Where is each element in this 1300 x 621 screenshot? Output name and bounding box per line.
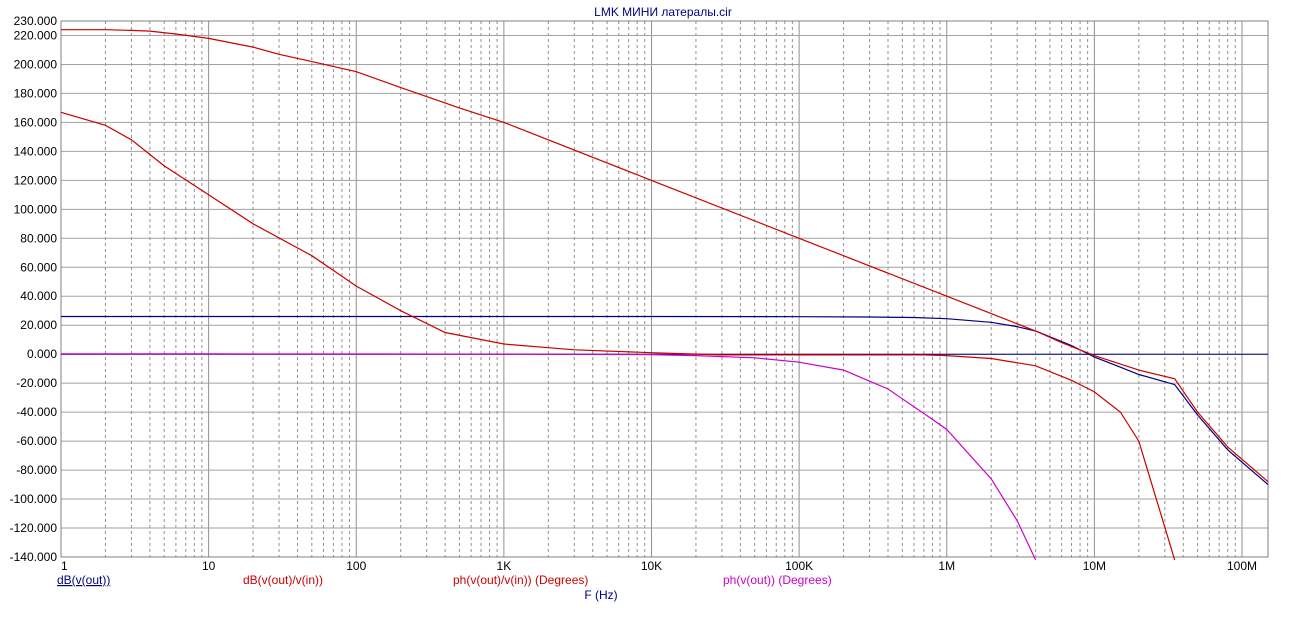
x-tick-labels: 1 10 100 1K 10K 100K 1M 10M 100M: [61, 559, 1257, 573]
y-tick-label: 230.000: [14, 14, 58, 28]
y-tick-label: 220.000: [14, 28, 58, 42]
plot-frame: [60, 20, 1269, 558]
grid-minor: [104, 21, 1236, 557]
y-tick-label: -40.000: [16, 405, 57, 419]
y-tick-label: -20.000: [16, 376, 57, 390]
y-tick-label: -60.000: [16, 434, 57, 448]
y-tick-label: 60.000: [20, 260, 57, 274]
x-tick-label: 10K: [641, 559, 662, 573]
y-tick-label: 200.000: [14, 57, 58, 71]
x-tick-label: 1M: [938, 559, 955, 573]
series-line-3: [60, 353, 1037, 561]
y-tick-label: -120.000: [10, 521, 58, 535]
legend-ph-v-out-v-in[interactable]: ph(v(out)/v(in)) (Degrees): [453, 573, 588, 587]
x-axis-label: F (Hz): [584, 588, 617, 602]
y-tick-label: 140.000: [14, 144, 58, 158]
legend-dB-v-out-v-in[interactable]: dB(v(out)/v(in)): [243, 573, 323, 587]
y-tick-label: 40.000: [20, 289, 57, 303]
grid-major: [60, 20, 1268, 558]
legend-ph-v-out[interactable]: ph(v(out)) (Degrees): [723, 573, 832, 587]
series-line-1: [61, 29, 1269, 483]
x-tick-label: 10M: [1083, 559, 1106, 573]
y-tick-label: 0.000: [27, 347, 57, 361]
legend-dB-v-out[interactable]: dB(v(out)): [57, 573, 110, 587]
series-line-0: [61, 315, 1269, 486]
y-tick-label: 20.000: [20, 318, 57, 332]
series-group: [60, 29, 1269, 561]
y-tick-label: 160.000: [14, 115, 58, 129]
y-tick-label: 100.000: [14, 202, 58, 216]
x-tick-label: 10: [202, 559, 216, 573]
y-tick-label: -80.000: [16, 463, 57, 477]
y-tick-label: 180.000: [14, 86, 58, 100]
x-tick-label: 1K: [497, 559, 512, 573]
y-tick-label: -140.000: [10, 550, 58, 564]
x-tick-label: 100M: [1227, 559, 1257, 573]
chart-title: LMK МИНИ латералы.cir: [594, 5, 732, 19]
y-tick-label: 120.000: [14, 173, 58, 187]
series-line-2: [60, 111, 1176, 561]
x-tick-label: 100K: [785, 559, 813, 573]
y-tick-label: -100.000: [10, 492, 58, 506]
x-tick-label: 1: [61, 559, 68, 573]
y-tick-label: 80.000: [20, 231, 57, 245]
x-tick-label: 100: [346, 559, 366, 573]
